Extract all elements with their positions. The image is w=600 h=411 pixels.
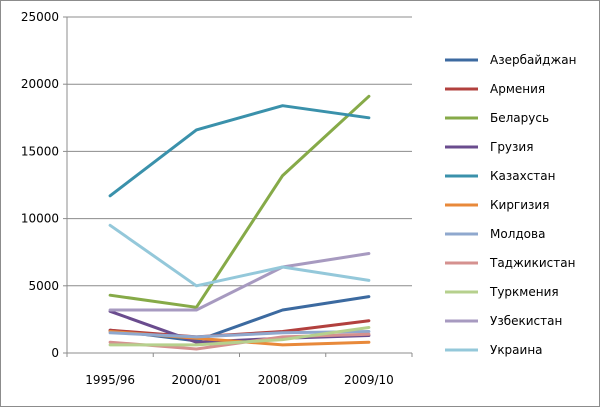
legend-label: Азербайджан xyxy=(490,53,576,67)
series-line xyxy=(108,104,371,198)
axes: 0 5000 10000 15000 20000 25000 1995/96 2000/01 2… xyxy=(21,10,413,387)
y-tick-label: 5000 xyxy=(28,279,59,293)
legend-label: Таджикистан xyxy=(489,256,575,270)
legend-label: Армения xyxy=(490,82,545,96)
y-tick-label: 10000 xyxy=(21,212,59,226)
series-line xyxy=(108,223,371,288)
legend: Азербайджан Армения Беларусь Грузия Казахста… xyxy=(445,53,576,357)
y-tick-label: 25000 xyxy=(21,10,59,24)
legend-label: Грузия xyxy=(490,140,533,154)
x-tick-label: 2009/10 xyxy=(344,373,394,387)
legend-label: Узбекистан xyxy=(490,314,562,328)
x-tick-label: 2008/09 xyxy=(258,373,308,387)
y-tick-label: 15000 xyxy=(21,144,59,158)
x-tick-label: 1995/96 xyxy=(85,373,135,387)
legend-label: Украина xyxy=(490,343,543,357)
y-tick-label: 20000 xyxy=(21,77,59,91)
legend-label: Беларусь xyxy=(490,111,549,125)
legend-label: Туркмения xyxy=(489,285,559,299)
x-tick-label: 2000/01 xyxy=(171,373,221,387)
series-line xyxy=(108,94,371,309)
legend-label: Казахстан xyxy=(490,169,556,183)
legend-label: Молдова xyxy=(490,227,545,241)
series-line xyxy=(108,326,371,347)
legend-label: Киргизия xyxy=(490,198,549,212)
gridlines xyxy=(67,16,412,287)
series-lines xyxy=(108,94,371,351)
y-tick-label: 0 xyxy=(51,346,59,360)
series-line xyxy=(108,252,371,312)
